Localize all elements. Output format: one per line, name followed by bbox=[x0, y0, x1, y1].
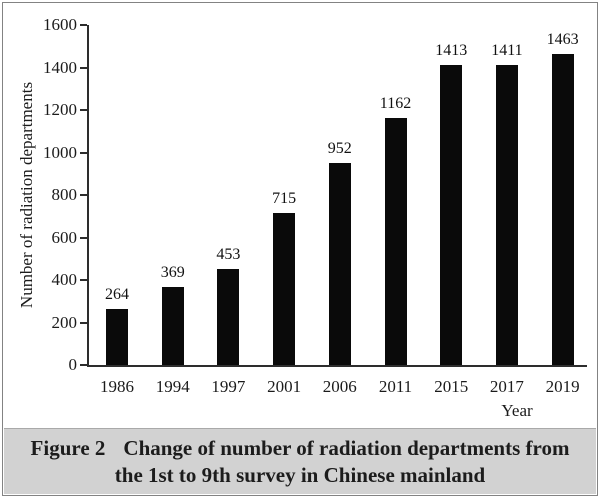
bar-1997 bbox=[217, 268, 240, 365]
x-tick-label-2017: 2017 bbox=[489, 377, 524, 396]
x-tick-label-2011: 2011 bbox=[378, 377, 413, 396]
x-tick-label-2019: 2019 bbox=[545, 377, 580, 396]
bar-value-label-2001: 715 bbox=[272, 190, 297, 208]
x-axis-title: Year bbox=[501, 401, 533, 420]
y-tick-label: 800 bbox=[51, 185, 78, 204]
bar-value-label-2019: 1463 bbox=[546, 31, 579, 49]
x-tick-label-2001: 2001 bbox=[267, 377, 302, 396]
bar-1994 bbox=[161, 286, 184, 365]
y-tick-label: 400 bbox=[51, 270, 78, 289]
y-tick-mark bbox=[80, 279, 87, 281]
y-tick-mark bbox=[80, 109, 87, 111]
figure-caption: Figure 2 Change of number of radiation de… bbox=[4, 428, 596, 494]
y-tick-label: 200 bbox=[51, 312, 78, 332]
x-tick-label-1997: 1997 bbox=[211, 377, 246, 396]
bar-value-label-1997: 453 bbox=[216, 245, 241, 263]
y-tick-mark bbox=[80, 236, 87, 239]
figure-caption-line2: the 1st to 9th survey in Chinese mainlan… bbox=[114, 462, 486, 487]
bar-2011 bbox=[384, 118, 407, 365]
bar-value-label-1994: 369 bbox=[160, 263, 185, 281]
y-tick-mark bbox=[80, 194, 87, 196]
bar-2015 bbox=[440, 64, 463, 365]
bar-value-label-2011: 1162 bbox=[379, 95, 412, 113]
y-tick-mark bbox=[80, 24, 87, 26]
bar-value-label-2015: 1413 bbox=[435, 41, 468, 59]
figure-caption-text1: Change of number of radiation department… bbox=[123, 435, 570, 460]
bar-2001 bbox=[273, 213, 296, 365]
figure-caption-number: Figure 2 bbox=[30, 435, 106, 460]
bar-2006 bbox=[328, 162, 351, 365]
y-tick-label: 1000 bbox=[43, 142, 77, 162]
x-tick-label-1986: 1986 bbox=[100, 377, 134, 396]
y-tick-mark bbox=[80, 151, 87, 154]
y-tick-mark bbox=[80, 66, 87, 69]
bar-2019 bbox=[551, 54, 574, 365]
plot-area: 0 200 400 600 800 1000 1200 1400 1600 264 1986 369 1… bbox=[43, 15, 587, 396]
bar-value-label-1986: 264 bbox=[105, 285, 129, 303]
bar-value-label-2017: 1411 bbox=[491, 42, 523, 60]
y-tick-label: 1200 bbox=[43, 100, 77, 119]
y-axis-title: Number of radiation departments bbox=[17, 81, 36, 309]
x-tick-label-1994: 1994 bbox=[155, 377, 190, 396]
y-axis-line bbox=[87, 25, 89, 367]
y-tick-label: 600 bbox=[51, 227, 78, 247]
x-tick-label-2015: 2015 bbox=[434, 377, 469, 396]
y-tick-mark bbox=[80, 321, 87, 324]
y-tick-mark bbox=[80, 364, 87, 366]
bar-value-label-2006: 952 bbox=[327, 139, 352, 157]
figure-caption-line1: Figure 2 Change of number of radiation de… bbox=[31, 435, 570, 462]
bar-1986 bbox=[106, 308, 128, 365]
bar-2017 bbox=[495, 65, 518, 365]
y-tick-label: 1600 bbox=[43, 15, 77, 34]
y-tick-label: 0 bbox=[68, 355, 78, 374]
y-tick-label: 1400 bbox=[43, 57, 77, 77]
x-tick-label-2006: 2006 bbox=[322, 377, 357, 396]
x-axis-line bbox=[87, 365, 587, 367]
